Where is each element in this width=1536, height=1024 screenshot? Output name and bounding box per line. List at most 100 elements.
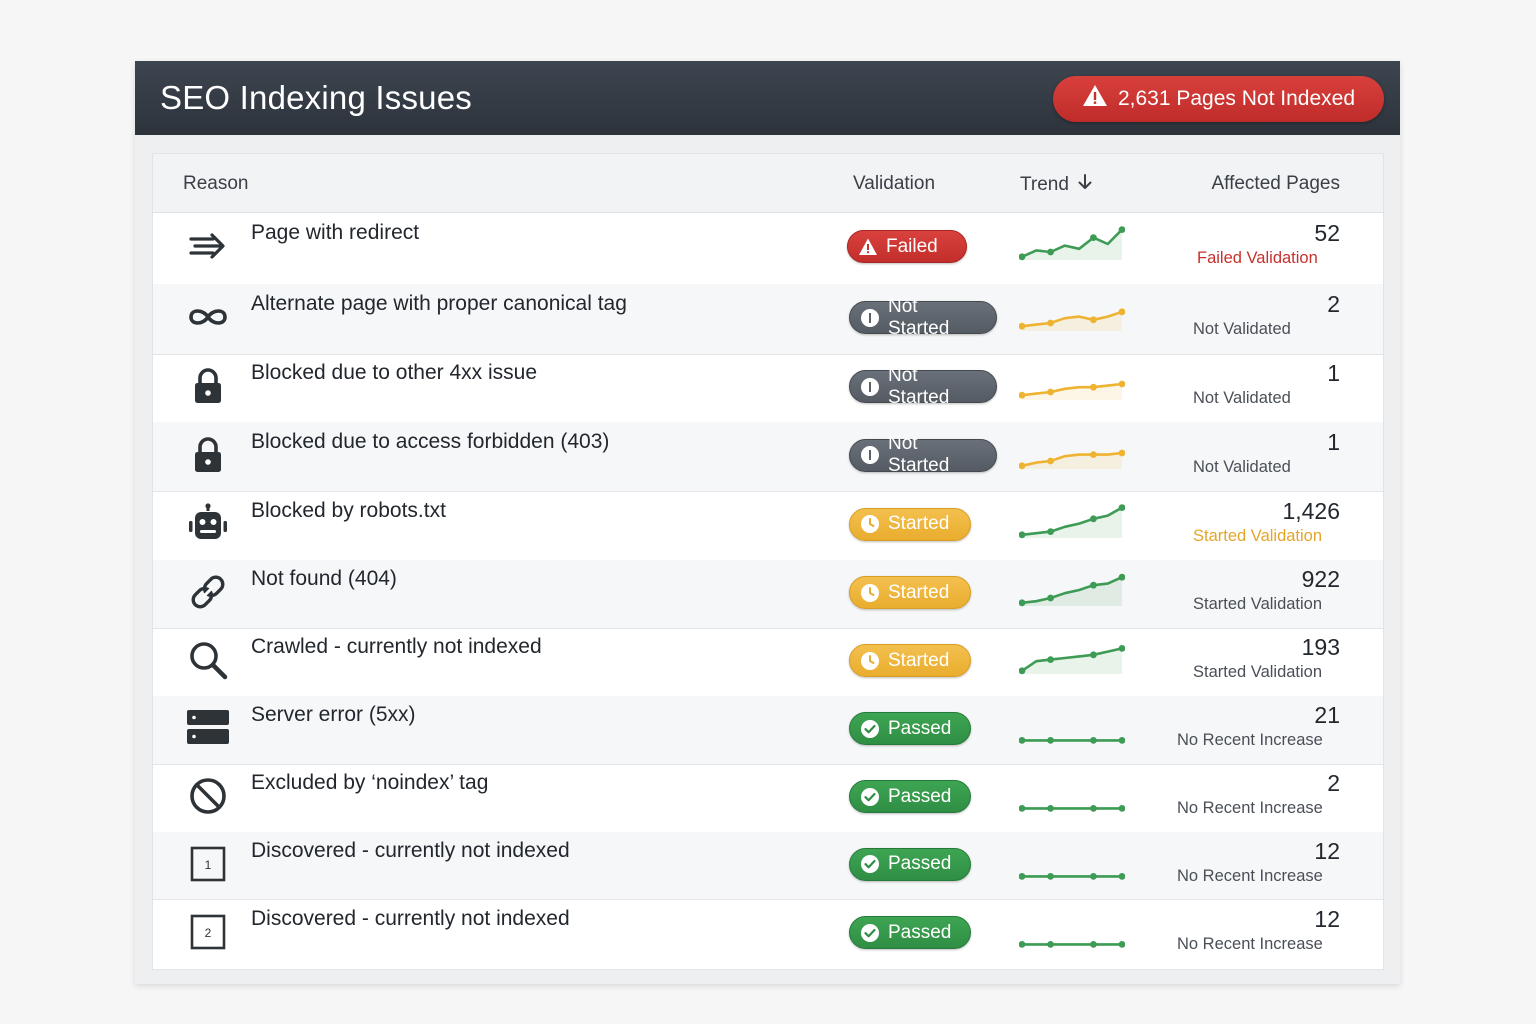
validation-badge[interactable]: Started — [849, 644, 971, 677]
validation-badge[interactable]: Passed — [849, 916, 971, 949]
trend-point — [1118, 226, 1125, 233]
row-reason[interactable]: Blocked due to access forbidden (403) — [251, 429, 610, 453]
table-row[interactable]: Blocked due to access forbidden (403) Not… — [153, 422, 1383, 492]
row-reason[interactable]: Crawled - currently not indexed — [251, 635, 542, 658]
trend-point — [1118, 645, 1125, 652]
validation-status-text: Not Validated — [1193, 389, 1291, 407]
trend-area — [1022, 507, 1122, 538]
trend-point — [1047, 594, 1054, 602]
validation-status-text: No Recent Increase — [1177, 866, 1323, 885]
trend-sparkline — [1019, 737, 1125, 744]
column-header-reason[interactable]: Reason — [183, 173, 249, 194]
table-row[interactable]: Alternate page with proper canonical tag… — [153, 284, 1383, 355]
validation-badge[interactable]: Started — [849, 576, 971, 609]
table-row[interactable]: Blocked due to other 4xx issue Not Starte… — [153, 354, 1383, 423]
trend-point — [1019, 599, 1026, 607]
trend-point — [1118, 449, 1125, 456]
validation-status-text: Started Validation — [1193, 663, 1323, 681]
trend-point — [1047, 388, 1054, 396]
sort-down-arrow-icon — [1077, 173, 1093, 197]
column-header-trend-label: Trend — [1020, 174, 1069, 195]
table-row[interactable]: Not found (404) Started 922 Started Validat… — [153, 560, 1383, 629]
trend-point — [1047, 248, 1054, 256]
row-reason[interactable]: Blocked due to other 4xx issue — [251, 361, 538, 384]
notstarted-status-icon — [860, 377, 880, 397]
row-reason[interactable]: Discovered - currently not indexed — [251, 838, 570, 862]
table-row[interactable]: Blocked by robots.txt Started 1,426 Started… — [153, 491, 1383, 561]
trend-point — [1090, 581, 1097, 589]
table-row[interactable]: Crawled - currently not indexed Started 19… — [153, 628, 1383, 697]
trend-point — [1118, 737, 1125, 744]
row-reason[interactable]: Blocked by robots.txt — [251, 498, 446, 522]
trend-point — [1090, 316, 1097, 324]
affected-pages-count: 1,426 — [1282, 497, 1340, 524]
trend-sparkline — [1019, 226, 1125, 261]
trend-point — [1019, 667, 1026, 675]
column-header-validation[interactable]: Validation — [853, 173, 936, 194]
failed-status-icon — [858, 237, 878, 257]
trend-point — [1047, 737, 1054, 744]
trend-point — [1118, 308, 1125, 316]
trend-line — [1021, 228, 1123, 258]
trend-sparkline — [1019, 872, 1125, 880]
table-row[interactable]: 2 Discovered - currently not indexed Passe… — [153, 899, 1383, 970]
numbered-box-1-icon: 1 — [185, 841, 231, 887]
issues-table: Reason Validation Trend Affected Pages P… — [152, 153, 1384, 970]
trend-point — [1118, 941, 1125, 948]
row-reason[interactable]: Excluded by ‘noindex’ tag — [251, 771, 489, 794]
validation-badge[interactable]: Passed — [849, 847, 971, 881]
trend-sparkline — [1019, 941, 1125, 948]
trend-point — [1019, 530, 1026, 538]
trend-area — [1022, 311, 1122, 331]
table-row[interactable]: Server error (5xx) Passed 21 No Recent Incr… — [153, 696, 1383, 765]
row-reason[interactable]: Not found (404) — [251, 567, 397, 590]
trend-point — [1047, 872, 1054, 880]
panel-header: SEO Indexing Issues 2,631 Pages Not Inde… — [135, 61, 1400, 135]
validation-badge-label: Started — [888, 581, 950, 603]
validation-status-text: Failed Validation — [1197, 249, 1318, 267]
column-header-trend[interactable]: Trend — [1020, 173, 1093, 197]
row-reason[interactable]: Discovered - currently not indexed — [251, 907, 570, 930]
affected-pages-count: 922 — [1301, 566, 1340, 592]
trend-point — [1118, 872, 1125, 880]
validation-status-text: Started Validation — [1193, 526, 1323, 545]
warning-icon — [1082, 84, 1108, 114]
trend-point — [1090, 383, 1097, 391]
notstarted-status-icon — [860, 445, 880, 465]
validation-badge[interactable]: Passed — [849, 712, 971, 745]
trend-point — [1090, 514, 1097, 522]
affected-pages-count: 1 — [1327, 428, 1340, 455]
svg-text:1: 1 — [205, 858, 212, 872]
column-header-affected-pages[interactable]: Affected Pages — [1211, 173, 1340, 194]
pages-not-indexed-alert[interactable]: 2,631 Pages Not Indexed — [1053, 76, 1384, 122]
passed-status-icon — [860, 923, 880, 943]
validation-badge[interactable]: Not Started — [849, 433, 997, 476]
validation-badge-label: Not Started — [888, 364, 950, 408]
table-row[interactable]: Page with redirect Failed 52 Failed Validat… — [153, 212, 1383, 285]
validation-badge[interactable]: Passed — [849, 780, 971, 813]
validation-badge-label: Passed — [888, 921, 952, 943]
table-row[interactable]: 1 Discovered - currently not indexed Passe… — [153, 832, 1383, 900]
validation-status-text: Not Validated — [1193, 320, 1291, 338]
trend-point — [1090, 941, 1097, 948]
row-reason[interactable]: Page with redirect — [251, 221, 420, 244]
trend-point — [1118, 573, 1125, 581]
row-reason[interactable]: Alternate page with proper canonical tag — [251, 292, 627, 315]
validation-badge[interactable]: Not Started — [849, 296, 997, 339]
trend-point — [1019, 805, 1026, 812]
trend-point — [1019, 322, 1026, 330]
validation-badge[interactable]: Started — [849, 507, 971, 541]
validation-badge[interactable]: Not Started — [849, 365, 997, 408]
validation-badge[interactable]: Failed — [847, 230, 967, 263]
trend-area — [1022, 452, 1122, 469]
row-reason[interactable]: Server error (5xx) — [251, 703, 416, 726]
validation-status-text: No Recent Increase — [1177, 799, 1323, 817]
magnifier-icon — [185, 637, 231, 683]
affected-pages-count: 2 — [1327, 291, 1340, 317]
trend-point — [1118, 380, 1125, 388]
affected-pages-count: 21 — [1314, 702, 1340, 728]
trend-line — [1021, 310, 1123, 328]
trend-point — [1118, 805, 1125, 812]
table-row[interactable]: Excluded by ‘noindex’ tag Passed 2 No Recen… — [153, 764, 1383, 833]
trend-sparkline — [1019, 503, 1125, 538]
